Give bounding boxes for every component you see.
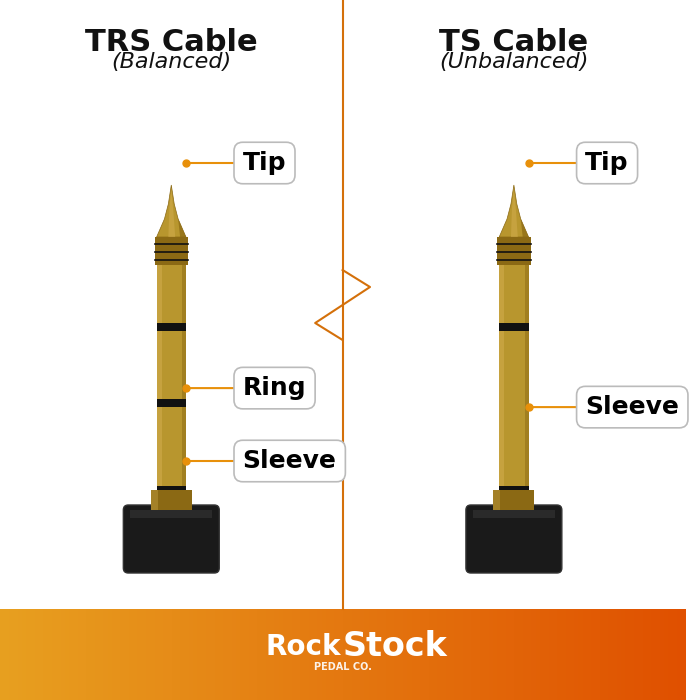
Bar <box>182 265 186 510</box>
Bar <box>157 399 186 407</box>
Bar <box>157 265 186 510</box>
Bar <box>473 510 555 518</box>
Polygon shape <box>169 189 175 237</box>
Bar <box>499 486 528 490</box>
Bar <box>150 490 192 510</box>
Text: Sleeve: Sleeve <box>243 449 337 473</box>
Bar <box>524 265 528 510</box>
Text: Tip: Tip <box>585 151 629 175</box>
Bar <box>494 490 534 510</box>
FancyBboxPatch shape <box>466 505 562 573</box>
Polygon shape <box>511 189 518 237</box>
Text: Stock: Stock <box>342 631 447 664</box>
Polygon shape <box>178 219 186 237</box>
Bar <box>157 486 186 490</box>
Polygon shape <box>521 219 528 237</box>
Polygon shape <box>499 185 528 237</box>
Bar <box>157 323 186 331</box>
Text: Tip: Tip <box>243 151 286 175</box>
Text: TS Cable: TS Cable <box>440 28 589 57</box>
FancyBboxPatch shape <box>123 505 219 573</box>
Text: Sleeve: Sleeve <box>585 395 679 419</box>
Text: (Balanced): (Balanced) <box>111 52 232 72</box>
Bar <box>155 237 188 265</box>
Bar <box>499 265 528 510</box>
Bar <box>150 490 158 510</box>
Bar <box>157 265 162 510</box>
Text: TRS Cable: TRS Cable <box>85 28 258 57</box>
Text: Rock: Rock <box>265 633 341 661</box>
Text: (Unbalanced): (Unbalanced) <box>439 52 589 72</box>
Bar <box>499 323 528 331</box>
Bar <box>497 237 531 265</box>
Bar <box>130 510 212 518</box>
Bar <box>494 490 500 510</box>
Text: Ring: Ring <box>243 376 307 400</box>
Bar <box>499 265 504 510</box>
Polygon shape <box>157 185 186 237</box>
Text: PEDAL CO.: PEDAL CO. <box>314 662 372 672</box>
